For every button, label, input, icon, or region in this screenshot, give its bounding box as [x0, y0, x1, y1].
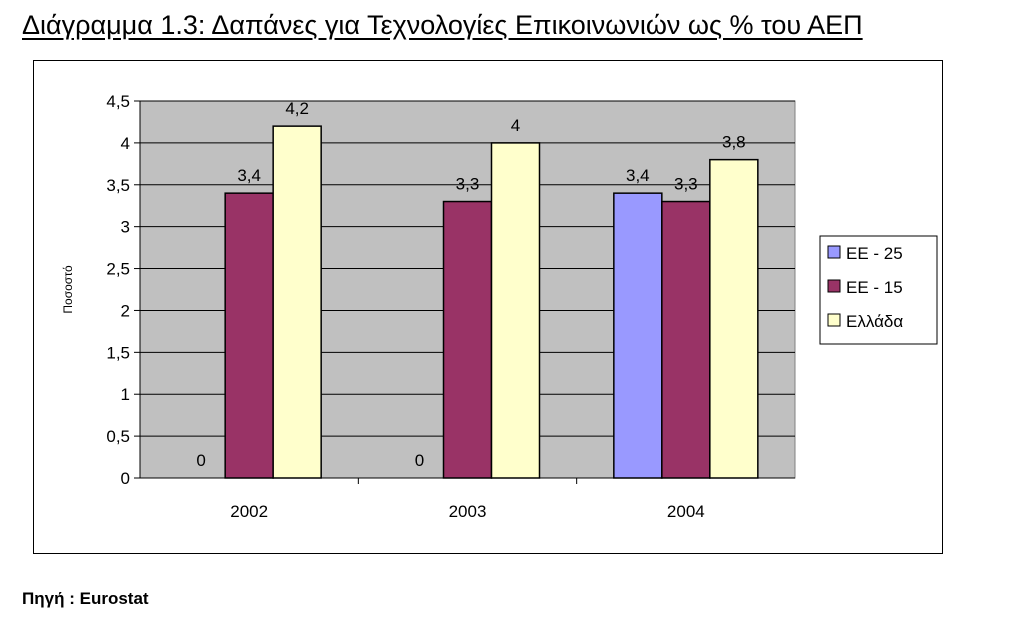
legend-swatch	[827, 313, 841, 327]
bar-εε-15	[224, 192, 274, 479]
y-tick-label: 1	[121, 385, 130, 404]
y-tick-label: 1,5	[106, 343, 130, 362]
data-label: 3,4	[237, 166, 261, 185]
y-tick-label: 4,5	[106, 92, 130, 111]
data-label: 3,3	[456, 175, 480, 194]
legend-label: ΕΕ - 25	[846, 244, 903, 263]
bar-ελλάδα	[272, 125, 322, 479]
data-label: 4	[511, 116, 520, 135]
bar-ελλάδα	[490, 142, 541, 479]
y-tick-label: 0,5	[106, 427, 130, 446]
legend-label: ΕΕ - 15	[846, 278, 903, 297]
y-tick-label: 3,5	[106, 176, 130, 195]
data-label: 3,3	[674, 175, 698, 194]
bar-εε-25	[613, 192, 663, 479]
x-tick-label: 2004	[667, 502, 705, 521]
data-label: 0	[196, 451, 205, 470]
y-axis-label: Ποσοστό	[61, 265, 75, 314]
y-tick-label: 3	[121, 218, 130, 237]
x-tick-label: 2003	[449, 502, 487, 521]
y-tick-label: 2,5	[106, 260, 130, 279]
data-label: 3,4	[626, 166, 650, 185]
data-label: 3,8	[722, 133, 746, 152]
bar-ελλάδα	[709, 158, 759, 479]
x-tick-label: 2002	[230, 502, 268, 521]
source-note: Πηγή : Eurostat	[22, 589, 149, 608]
legend-swatch	[827, 245, 841, 259]
bar-εε-15	[442, 200, 493, 479]
legend-label: Ελλάδα	[846, 312, 903, 331]
y-tick-label: 4	[121, 134, 130, 153]
bar-εε-15	[661, 200, 711, 479]
y-tick-label: 0	[121, 469, 130, 488]
data-label: 4,2	[285, 99, 309, 118]
data-label: 0	[415, 451, 424, 470]
chart-title: Διάγραμμα 1.3: Δαπάνες για Τεχνολογίες Ε…	[22, 10, 863, 40]
y-tick-label: 2	[121, 301, 130, 320]
legend-swatch	[827, 279, 841, 293]
